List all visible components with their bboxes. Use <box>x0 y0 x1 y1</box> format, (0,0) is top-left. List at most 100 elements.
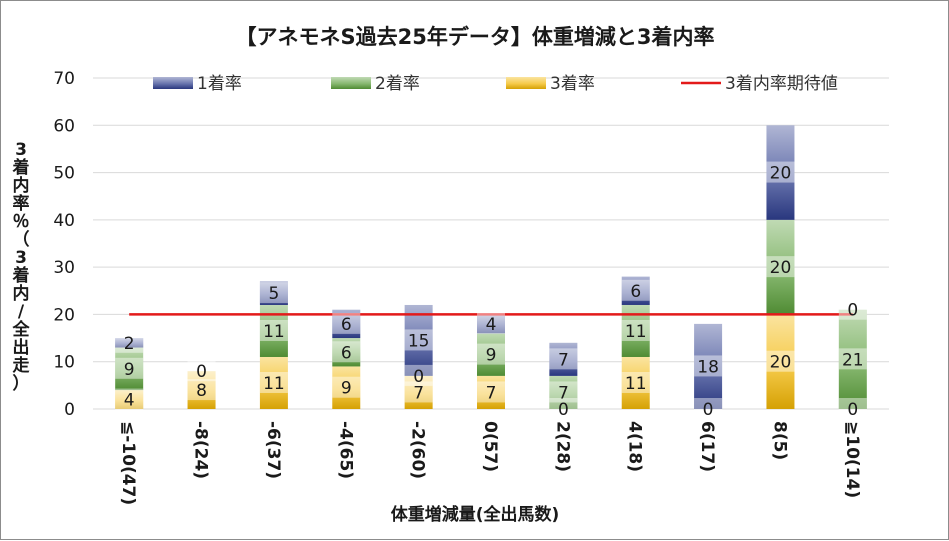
y-axis-title-char: ） <box>13 373 30 394</box>
data-label-bg <box>187 379 216 401</box>
legend-swatch <box>331 77 371 89</box>
data-label-bg <box>766 161 795 183</box>
bar-segment <box>115 390 144 409</box>
data-label: 7 <box>486 383 497 403</box>
data-label: 0 <box>847 400 858 420</box>
x-tick-label: -6(37) <box>263 421 283 479</box>
data-label-bg <box>477 343 505 365</box>
y-axis-title-char: 着 <box>12 157 30 178</box>
x-tick-label: 6(17) <box>697 421 717 472</box>
bar-segment <box>332 338 361 367</box>
data-label-bg <box>187 360 216 382</box>
legend: 1着率 2着率 3着率 3着内率期待値 <box>153 74 838 94</box>
bar-segment <box>549 375 578 409</box>
bar-segment <box>621 356 650 409</box>
data-label: 20 <box>770 353 792 373</box>
data-label-bg <box>259 282 288 304</box>
data-label-bg <box>549 381 578 403</box>
data-label-bg <box>621 319 650 341</box>
data-label: 8 <box>196 381 207 401</box>
data-label: 0 <box>558 400 569 420</box>
bar-segment <box>477 375 505 409</box>
bar-segment <box>694 323 723 409</box>
y-tick-label: 10 <box>53 353 75 373</box>
data-label: 6 <box>341 343 352 363</box>
bar-segment <box>404 304 433 376</box>
y-tick-label: 30 <box>53 258 75 278</box>
data-label-bg <box>549 398 578 419</box>
data-label: 6 <box>341 315 352 335</box>
bar-segment <box>549 342 578 376</box>
bar-segment <box>259 356 288 409</box>
legend-label: 1着率 <box>197 74 242 94</box>
data-label-bg <box>259 371 288 393</box>
x-tick-label: ≦-10(47) <box>118 421 138 505</box>
y-axis-title-char: 出 <box>13 337 30 358</box>
data-label-bg <box>694 355 723 377</box>
data-label-bg <box>621 371 650 393</box>
data-label: 0 <box>847 301 858 321</box>
data-label: 9 <box>341 379 352 399</box>
y-tick-label: 50 <box>53 164 75 184</box>
y-axis-title-char: 3 <box>15 140 27 160</box>
x-tick-label: 4(18) <box>625 421 645 472</box>
data-label: 5 <box>268 284 279 304</box>
bar-segment <box>332 366 361 409</box>
bar-segment <box>259 281 288 305</box>
y-axis-title-char: 全 <box>12 319 31 340</box>
data-label-bg <box>838 348 867 370</box>
data-label: 0 <box>413 367 424 387</box>
y-axis-title-char: 率 <box>13 193 30 214</box>
data-label-bg <box>115 331 144 353</box>
y-axis-title-char: 走 <box>13 355 30 376</box>
y-axis-title-char: 内 <box>13 175 30 196</box>
bar-segment <box>187 371 216 409</box>
bars-layer <box>115 125 867 409</box>
data-label: 2 <box>124 334 135 354</box>
data-label: 6 <box>630 282 641 302</box>
legend-label: 3着内率期待値 <box>725 74 838 94</box>
bar-segment <box>404 375 433 409</box>
bar-segment <box>838 309 867 409</box>
data-label: 18 <box>697 357 719 377</box>
data-label-bg <box>694 398 723 419</box>
bar-segment <box>115 338 144 348</box>
y-axis-title-char: / <box>18 302 25 322</box>
y-tick-label: 40 <box>53 211 75 231</box>
legend-label: 3着率 <box>550 74 595 94</box>
data-label-bg <box>477 381 505 403</box>
x-tick-label: -8(24) <box>191 421 211 479</box>
chart-title: 【アネモネS過去25年データ】体重増減と3着内率 <box>236 25 715 49</box>
data-label-bg <box>404 364 433 386</box>
data-label: 20 <box>770 164 792 184</box>
y-axis-title-char: 内 <box>13 283 30 304</box>
data-label: 9 <box>124 360 135 380</box>
data-label-bg <box>838 298 867 320</box>
bar-segment <box>766 314 795 409</box>
y-tick-label: 20 <box>53 305 75 325</box>
x-tick-label: 0(57) <box>480 421 500 472</box>
bar-segment <box>621 276 650 305</box>
legend-label: 2着率 <box>375 74 420 94</box>
data-label-bg <box>477 312 505 334</box>
data-label: 9 <box>486 346 497 366</box>
x-tick-label: -4(65) <box>335 421 355 479</box>
data-label: 0 <box>196 362 207 382</box>
y-axis-title-char: 着 <box>12 265 30 286</box>
data-label-bg <box>766 256 795 278</box>
data-label-bg <box>404 381 433 403</box>
y-axis-title-char: （ <box>13 229 30 250</box>
y-axis-title: 3着内率％（3着内/全出走） <box>12 140 31 394</box>
data-label: 11 <box>625 322 647 342</box>
data-label-bg <box>838 398 867 419</box>
bar-segment <box>766 219 795 315</box>
data-label: 7 <box>558 383 569 403</box>
data-label: 0 <box>703 400 714 420</box>
x-axis-ticks: ≦-10(47) -8(24) -6(37) -4(65) -2(60) 0(57) 2(2… <box>118 421 862 505</box>
data-label-bg <box>766 350 795 372</box>
data-label-bg <box>115 357 144 379</box>
bar-segment <box>766 125 795 220</box>
